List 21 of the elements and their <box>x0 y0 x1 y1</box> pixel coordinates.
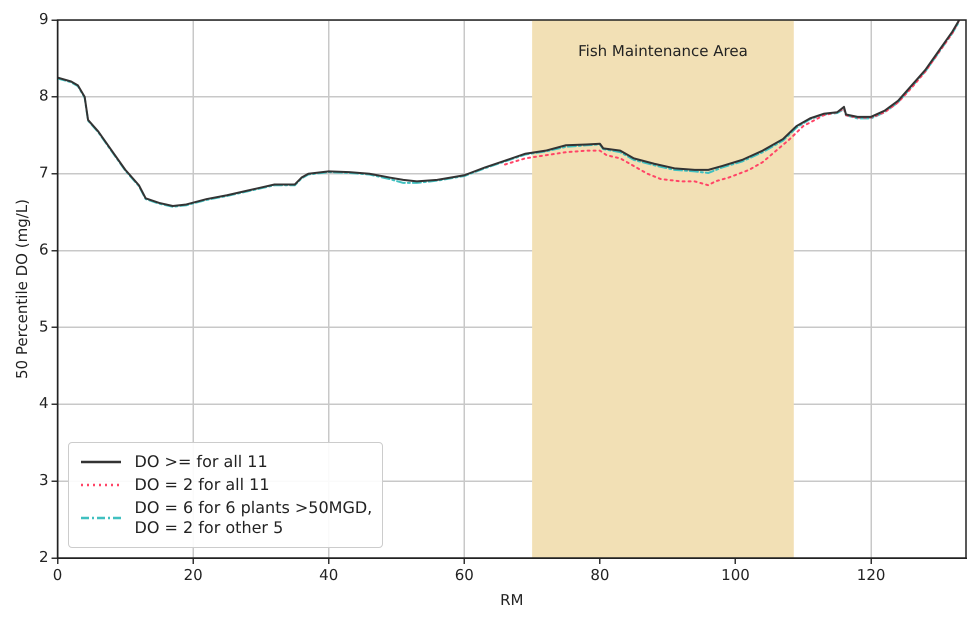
x-tick-label: 100 <box>721 566 750 584</box>
y-tick-label: 6 <box>38 240 49 258</box>
y-axis-title: 50 Percentile DO (mg/L) <box>12 199 31 379</box>
legend-label: DO = 6 for 6 plants >50MGD, DO = 2 for other 5 <box>134 498 372 538</box>
y-tick-label: 9 <box>38 10 49 28</box>
x-tick-label: 0 <box>52 566 62 584</box>
x-tick-label: 120 <box>856 566 886 584</box>
band-label: Fish Maintenance Area <box>578 42 748 60</box>
legend-label: DO >= for all 11 <box>134 452 268 472</box>
x-axis-title: RM <box>500 590 524 609</box>
y-tick-label: 4 <box>38 394 49 412</box>
x-tick-label: 20 <box>184 566 203 584</box>
x-tick-label: 60 <box>454 566 474 584</box>
y-tick-label: 5 <box>38 317 49 336</box>
y-tick-label: 2 <box>38 548 49 566</box>
y-tick-label: 8 <box>38 86 49 105</box>
x-tick-label: 40 <box>319 566 338 584</box>
legend-label: DO = 2 for all 11 <box>134 475 270 495</box>
x-tick-label: 80 <box>590 566 610 584</box>
y-tick-label: 7 <box>38 164 49 182</box>
y-tick-label: 3 <box>38 471 49 490</box>
